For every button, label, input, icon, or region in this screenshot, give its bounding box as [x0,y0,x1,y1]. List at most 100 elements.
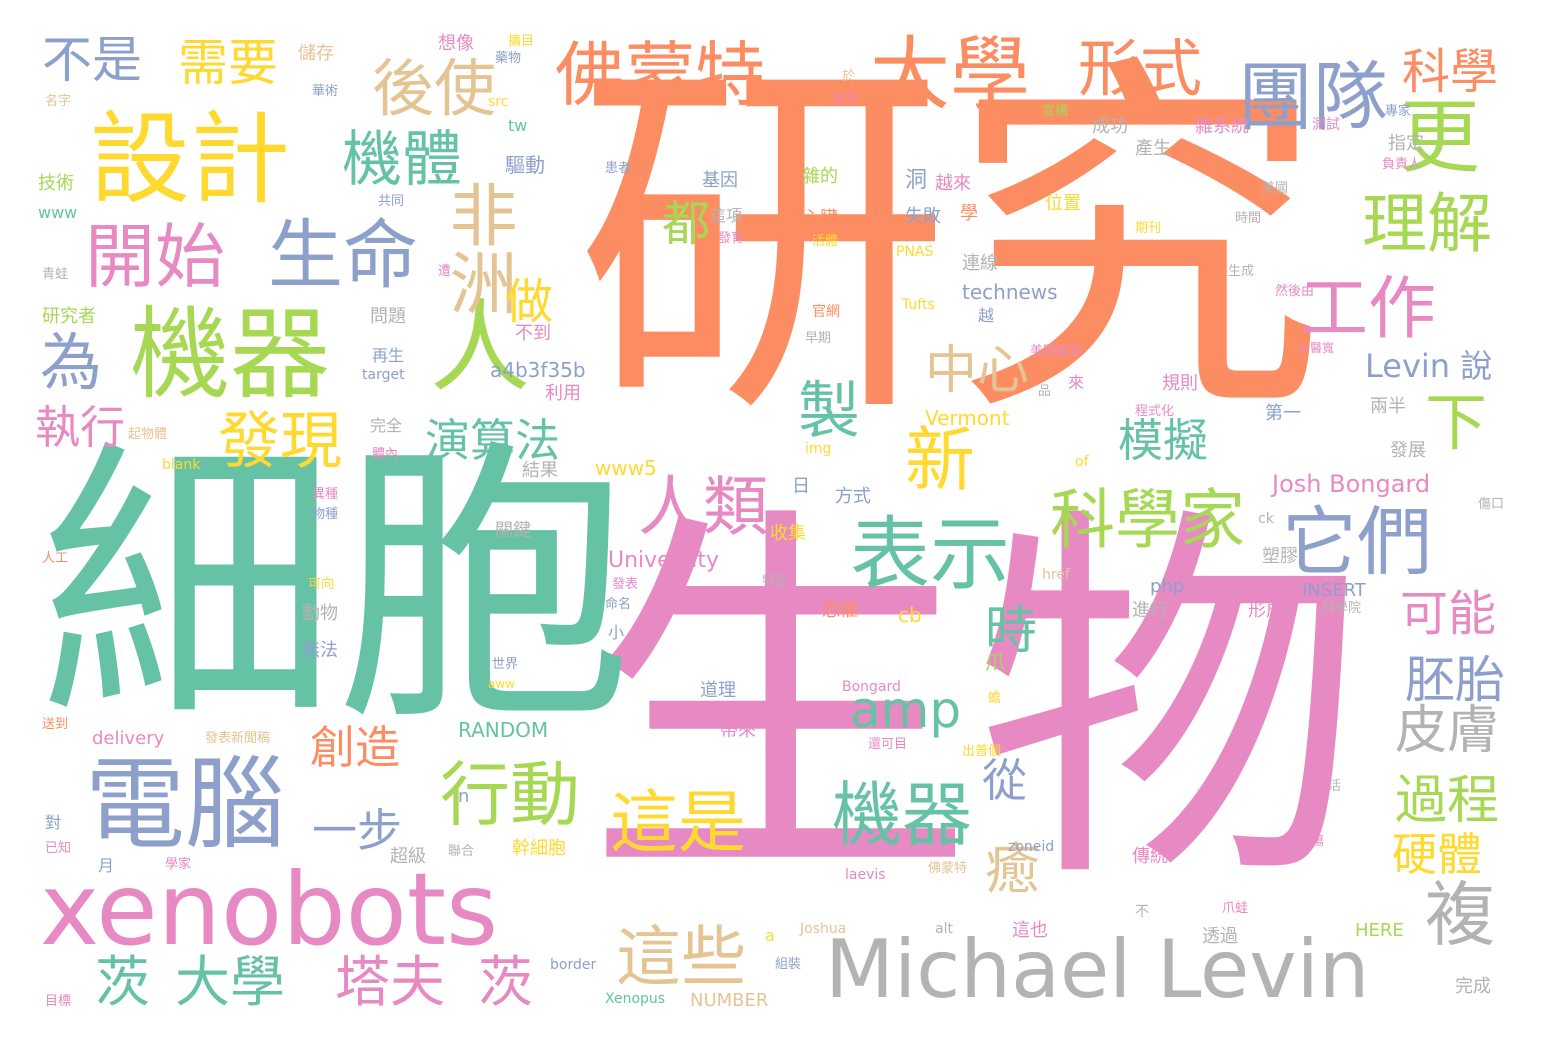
word-all: 都 [662,196,711,252]
word-press-release: 發表新聞稿 [205,731,271,746]
word-utilize: 利用 [545,383,581,404]
word-aww: aww [488,677,515,691]
word-key: 關鍵 [495,520,531,541]
word-tw: tw [508,116,528,135]
word-person: 人 [430,289,530,406]
word-then-by: 然後由 [1275,284,1315,299]
word-amp: amp [850,681,962,739]
word-not: 不是 [42,31,142,89]
word-patient: 患者 [605,161,632,176]
word-artificial: 人工 [42,551,69,566]
word-number: NUMBER [690,990,769,1011]
word-hardware: 硬體 [1392,828,1483,881]
word-design: 設計 [90,101,290,218]
word-these: 這些 [616,920,747,995]
word-out: 出普個 [962,744,1002,759]
word-need: 需要 [178,34,278,92]
word-together: 共同 [378,194,405,209]
word-from: 從 [982,754,1028,807]
word-machine-2: 機器 [832,774,972,856]
word-levin-says: Levin 說 [1365,347,1493,385]
word-problem: 問題 [370,306,406,327]
word-through: 透過 [1202,926,1238,947]
word-not-reach: 不到 [515,323,551,344]
word-body: 機體 [342,125,462,195]
word-php: php [1150,576,1185,597]
word-joshua: Joshua [800,921,847,937]
word-here: HERE [1355,920,1404,941]
word-africa: 非洲 [437,180,516,316]
word-hole: 洞 [905,168,928,193]
word-position: 位置 [1045,193,1081,214]
word-claw-frog: 爪蛙 [1222,901,1249,916]
word-complex-system: 雜系統 [1195,116,1249,137]
word-machine: 機器 [130,296,330,413]
word-drive: 驅動 [505,153,545,177]
word-expand: 擴目 [508,34,535,49]
word-research: 研究 [575,27,1325,463]
word-director: 主任 [832,91,859,106]
word-in-body: 體內 [372,447,399,462]
word-a: a [765,926,775,945]
word-small: 小 [608,623,625,642]
word-cell: 細胞 [40,415,632,760]
word-blank: blank [162,457,201,473]
word-university-2: 大學 [175,950,286,1014]
word-journal: 期刊 [1135,221,1162,236]
word-life: 生命 [268,211,419,299]
word-computer: 電腦 [85,746,285,863]
word-time: 時 [985,601,1038,661]
word-hash: a4b3f35b [490,358,586,382]
word-this-item: 這項 [710,206,743,225]
word-at: 於 [842,69,856,84]
word-object: 起物體 [128,427,168,442]
word-traditional: 傳統 [1132,846,1168,867]
word-team: 團隊 [1238,53,1389,141]
word-target-zh: 目標 [45,994,72,1009]
word-this-also: 這也 [1012,920,1048,941]
word-do: 做 [505,274,554,330]
word-work: 工作 [1300,270,1437,349]
word-www: www [38,203,78,222]
word-finish: 完成 [1455,976,1491,997]
word-toward: 可向 [308,577,335,592]
word-pnas: PNAS [896,244,934,260]
word-ci: 茨 [95,950,151,1014]
word-suffer: 遭 [438,264,452,279]
word-start: 開始 [85,216,225,298]
word-after: 後使 [372,52,497,125]
word-wound: 傷口 [1478,497,1505,512]
word-bring: 帶來 [720,720,756,741]
word-create: 創造 [310,721,401,774]
word-halves: 兩半 [1370,396,1406,417]
word-animal: 動物 [302,603,338,624]
word-more-2: 越 [978,306,995,325]
word-technews: technews [962,280,1058,304]
word-possible: 可能 [1400,586,1497,642]
word-expert-2: 學家 [165,857,192,872]
word-www5: www5 [595,456,657,480]
word-living-body: 活體 [812,234,839,249]
word-vermont-en: Vermont [925,406,1010,430]
word-embryo: 胚胎 [1405,651,1505,709]
word-discover: 發現 [218,404,343,477]
word-heal: 癒 [985,837,1041,901]
word-random: RANDOM [458,718,549,742]
word-specific: 特定 [762,574,789,589]
word-no: 不 [1135,904,1149,920]
word-process: 過程 [1395,771,1500,831]
word-product: 品 [1038,384,1052,399]
word-alt: alt [935,921,953,937]
word-proceed: 進行 [1132,600,1168,621]
word-technology: 技術 [38,173,74,194]
word-program: 程式化 [1135,404,1175,419]
word-academy: 科學院 [1322,601,1362,616]
word-n: n [458,786,470,807]
word-usa: 美國 [1262,181,1289,196]
word-super: 超級 [390,846,426,867]
word-expert: 專家 [1385,104,1412,119]
word-border: border [550,957,597,973]
word-result: 結果 [522,460,558,481]
word-gene: 基因 [702,170,738,191]
word-test: 測試 [1312,117,1340,133]
